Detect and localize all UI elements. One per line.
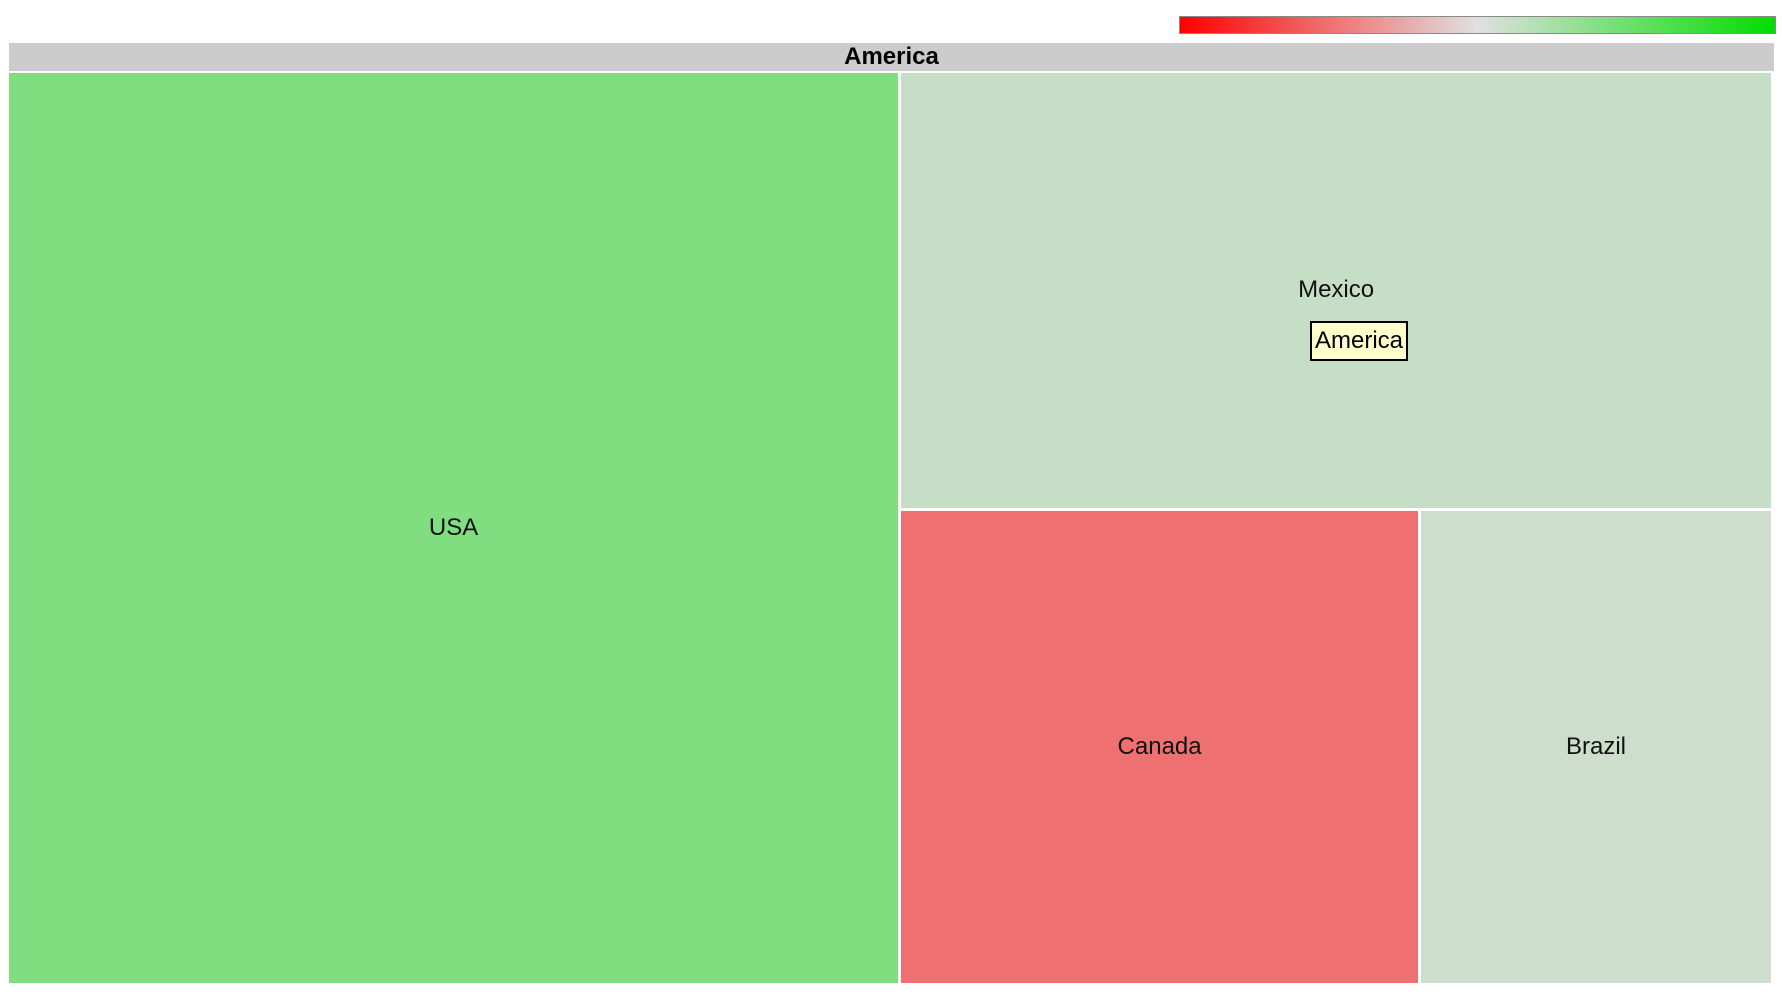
treemap-cell-label: Canada <box>1117 732 1202 760</box>
treemap-cell-brazil[interactable]: Brazil <box>1421 510 1771 983</box>
treemap-cell-usa[interactable]: USA <box>9 73 899 983</box>
treemap-cell-label: Brazil <box>1565 732 1626 760</box>
treemap-cell-mexico[interactable]: Mexico <box>901 73 1771 508</box>
treemap-cell-label: Mexico <box>1298 276 1375 304</box>
treemap-cell-canada[interactable]: Canada <box>901 510 1418 983</box>
treemap-cell-label: USA <box>428 514 479 541</box>
treemap-header[interactable]: America <box>9 43 1774 71</box>
color-scale-legend <box>1179 16 1776 34</box>
tooltip: America <box>1310 320 1409 361</box>
